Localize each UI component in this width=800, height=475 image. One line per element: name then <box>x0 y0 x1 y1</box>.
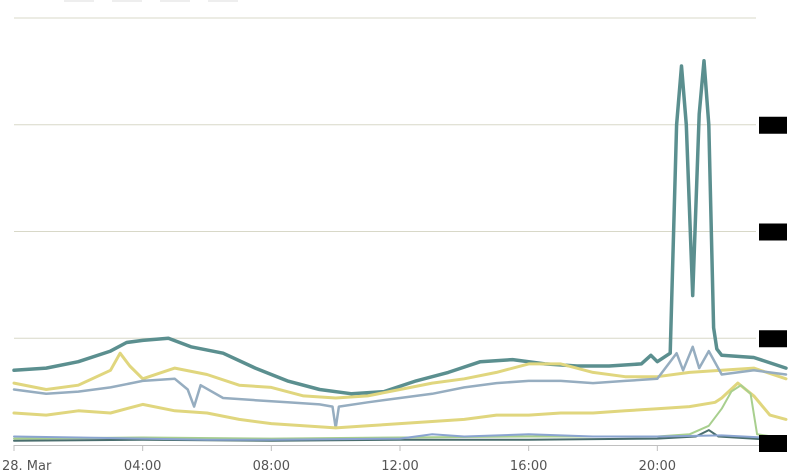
series-line-5 <box>13 384 787 440</box>
series-line-7 <box>13 433 787 441</box>
y-tick-labels-redacted <box>759 116 787 452</box>
legend-swatch <box>64 0 94 2</box>
y-tick-label-redacted <box>759 330 787 348</box>
x-tick-label: 20:00 <box>639 459 676 474</box>
legend-swatch <box>112 0 142 2</box>
x-tick-label: 12:00 <box>381 459 418 474</box>
series-line-4 <box>12 381 788 430</box>
x-axis: 28. Mar 04:00 08:00 12:00 16:00 20:00 <box>2 445 786 474</box>
legend-swatch <box>160 0 190 2</box>
series-lines <box>12 58 788 442</box>
series-line-2 <box>12 351 788 400</box>
x-tick-label: 04:00 <box>124 459 161 474</box>
legend-swatch <box>208 0 238 2</box>
series-line-1 <box>12 58 788 396</box>
y-tick-label-redacted <box>759 435 787 452</box>
y-tick-label-redacted <box>759 223 787 241</box>
y-tick-label-redacted <box>759 116 787 134</box>
series-line-3 <box>12 345 788 430</box>
x-tick-label: 16:00 <box>510 459 547 474</box>
y-gridlines <box>14 17 756 339</box>
legend-placeholders <box>64 0 238 2</box>
x-tick-label: 08:00 <box>253 459 290 474</box>
x-tick-label: 28. Mar <box>2 459 52 474</box>
